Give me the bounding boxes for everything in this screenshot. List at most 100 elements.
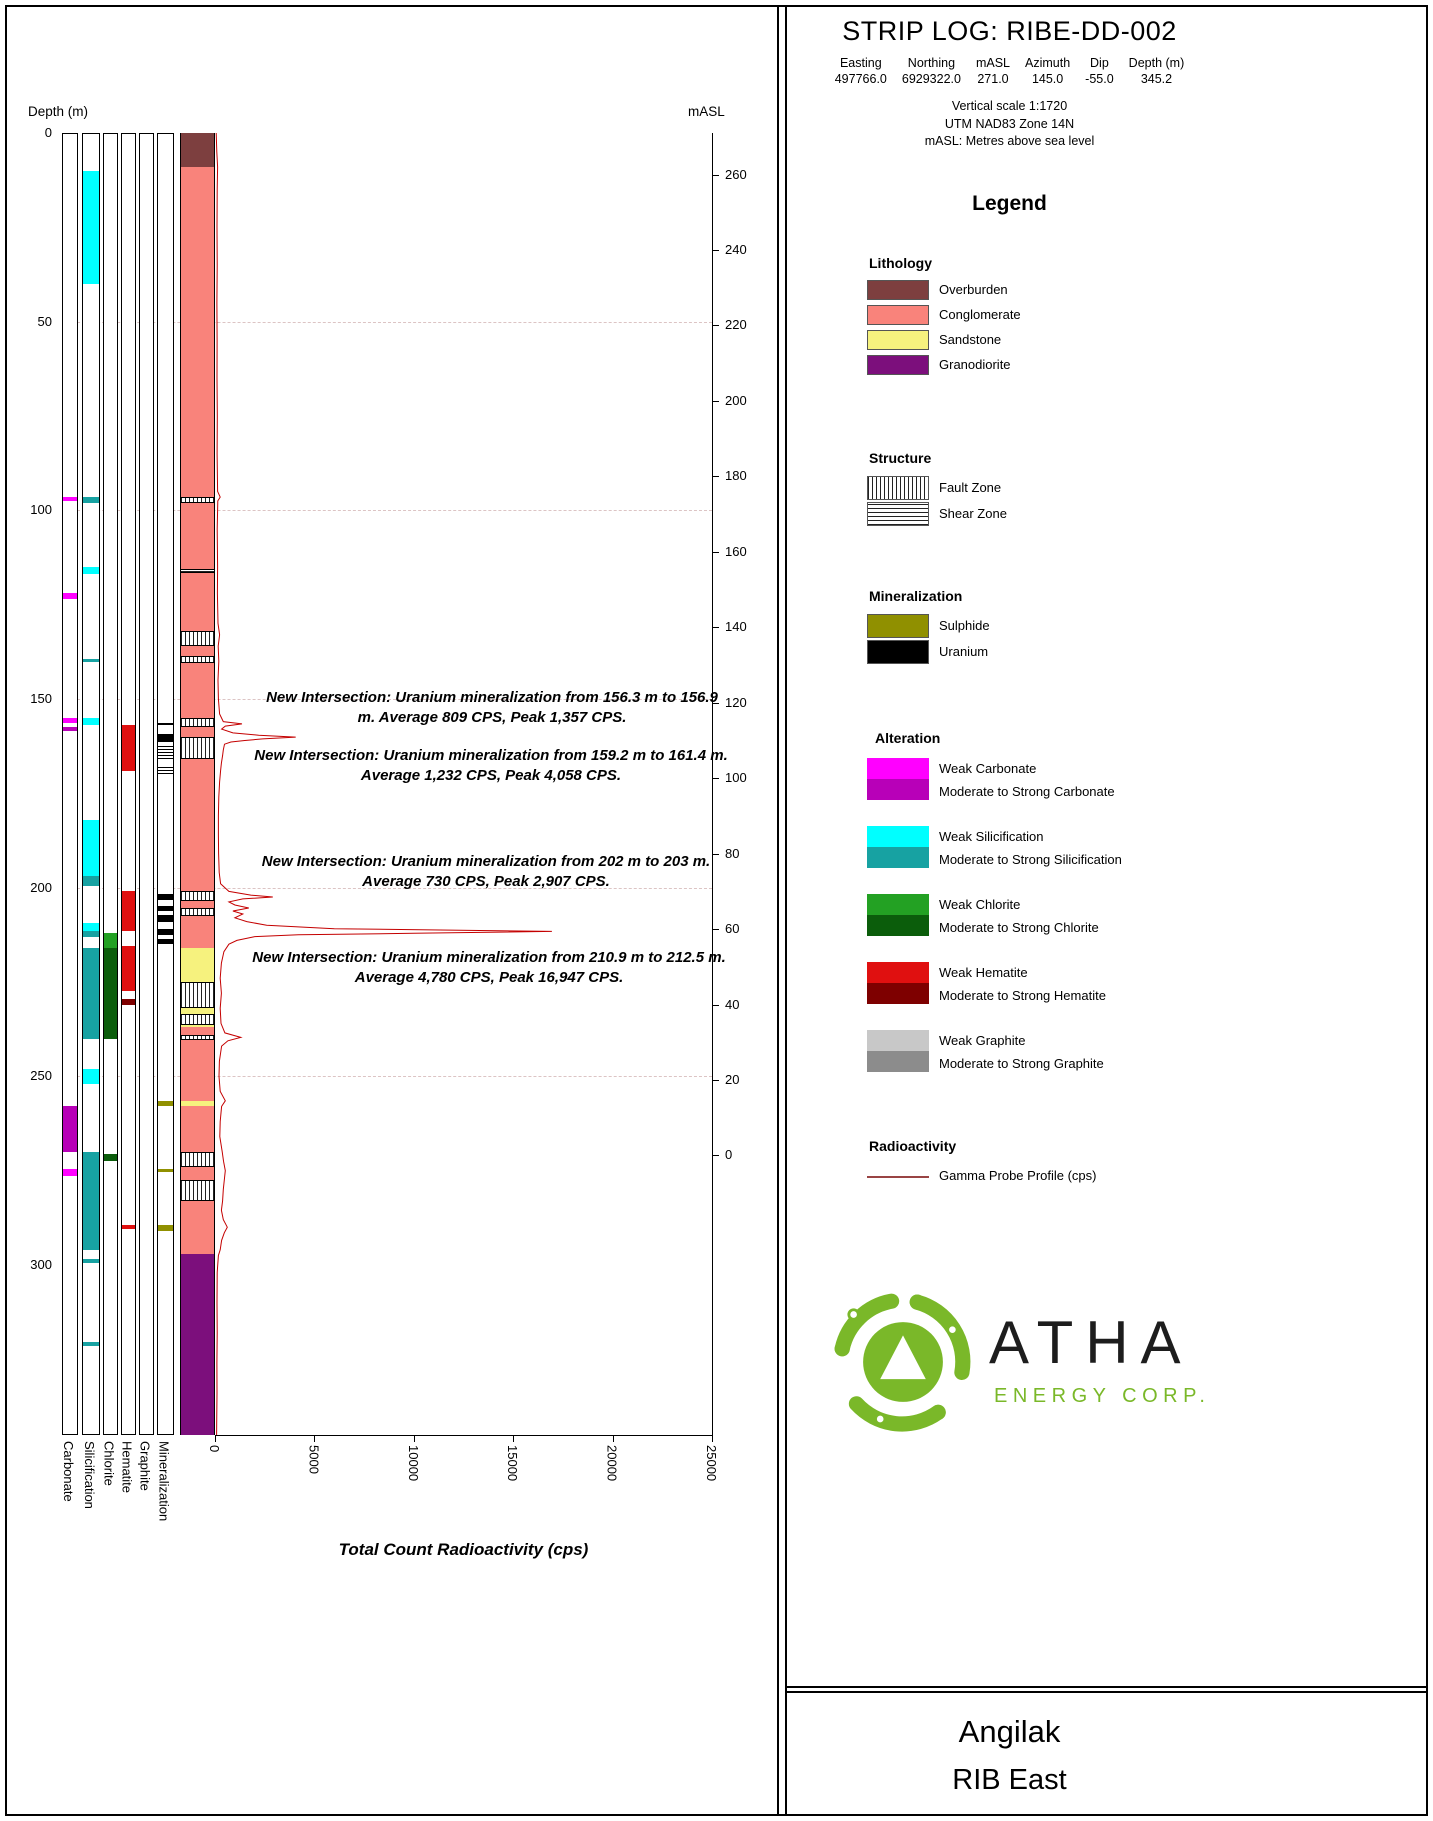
lith-interval-conglomerate [181,166,214,948]
atha-logo-icon [834,1293,971,1432]
radioactivity-label: Gamma Probe Profile (cps) [939,1168,1097,1183]
track-label-graphite: Graphite [137,1441,153,1492]
alteration-label-strong: Moderate to Strong Silicification [939,852,1122,867]
gamma-tick [413,1435,415,1443]
silicification-interval [83,923,99,931]
lithology-label: Granodiorite [939,357,1011,372]
structure-interval [181,908,214,916]
alteration-swatch-weak [867,894,929,915]
carbonate-interval [63,593,77,599]
mineralization-interval [158,766,173,775]
legend-section-title-mineralization: Mineralization [869,588,963,604]
lith-interval-conglomerate [181,1157,214,1254]
gamma-axis-title: Total Count Radioactivity (cps) [338,1540,589,1559]
project-area: RIB East [952,1764,1067,1796]
legend-section-title-lithology: Lithology [869,255,932,271]
silicification-interval [83,566,99,575]
hematite-interval [122,725,135,771]
structure-label: Fault Zone [939,480,1002,495]
gamma-tick [612,1435,614,1443]
hole-info-label: Azimuth [1025,56,1071,70]
masl-tick [712,778,719,780]
masl-tick-label: 120 [725,694,747,710]
structure-interval [181,497,214,503]
structure-interval [181,655,214,664]
structure-interval [181,736,214,760]
hole-info-field: Dip -55.0 [1085,56,1114,87]
hole-info-label: Northing [907,56,956,70]
depth-tick-label: 200 [30,879,52,895]
masl-tick-label: 40 [725,996,740,1012]
alteration-label-weak: Weak Silicification [939,829,1044,844]
alteration-swatch-strong [867,1051,929,1072]
masl-tick [712,1080,719,1082]
lithology-label: Overburden [939,282,1008,297]
hole-info-field: mASL 271.0 [976,56,1010,87]
masl-tick [712,929,719,931]
project-name: Angilak [958,1714,1061,1749]
silicification-interval [83,947,99,1039]
lithology-swatch [867,355,929,375]
masl-tick-label: 200 [725,392,747,408]
structure-swatch-fault [867,476,929,500]
strip-log-chart: Depth (m) mASL Total Count Radioactivity… [28,104,747,1559]
company-logo: ATHA ENERGY CORP. [827,1282,1257,1457]
alteration-swatch-weak [867,758,929,779]
depth-gridline [62,1076,712,1078]
scale-note: mASL: Metres above sea level [924,134,1095,148]
carbonate-interval [63,717,77,724]
structure-interval [181,981,214,1009]
depth-gridline [62,510,712,512]
silicification-interval [83,497,99,503]
track-label-hematite: Hematite [119,1441,135,1494]
radioactivity-line-swatch [867,1176,929,1178]
lith-interval-granodiorite [181,1253,214,1436]
depth-tick-label: 50 [37,313,52,329]
hole-info-label: Depth (m) [1128,56,1185,70]
logo-subtitle: ENERGY CORP. [994,1385,1211,1407]
hole-info-value: 497766.0 [834,71,887,86]
masl-tick [712,249,719,251]
carbonate-interval [63,727,77,731]
alteration-label-weak: Weak Hematite [939,965,1028,980]
silicification-interval [83,659,99,662]
track-column-hematite [121,133,136,1436]
depth-tick-label: 0 [44,125,52,140]
mineralization-interval [158,938,173,945]
hematite-interval [122,946,135,992]
scale-note: Vertical scale 1:1720 [951,99,1068,113]
track-label-silicification: Silicification [82,1441,97,1510]
lith-interval-overburden [181,133,214,167]
silicification-interval [83,1259,99,1263]
silicification-interval [83,819,99,877]
structure-interval [181,1013,214,1026]
structure-interval [181,568,214,573]
panel-divider [777,7,787,1814]
structure-label: Shear Zone [939,506,1007,521]
lithology-label: Sandstone [939,332,1002,347]
masl-tick-label: 160 [725,543,747,559]
hematite-interval [122,1225,135,1230]
depth-gridline [62,698,712,700]
gamma-tick-label: 15000 [505,1445,521,1482]
lithology-swatch [867,305,929,325]
masl-tick [712,702,719,704]
alteration-label-weak: Weak Graphite [939,1033,1026,1048]
masl-tick-label: 240 [725,241,747,257]
silicification-interval [83,1068,99,1084]
structure-swatch-shear [867,502,929,526]
track-column-mineralization [157,133,174,1436]
legend-section-title-radioactivity: Radioactivity [869,1138,957,1154]
silicification-interval [83,876,99,886]
masl-tick-label: 140 [725,619,747,635]
mineralization-interval [158,928,173,935]
masl-tick [712,400,719,402]
lithology-label: Conglomerate [939,307,1021,322]
carbonate-interval [63,497,77,501]
hole-info-value: -55.0 [1085,71,1114,86]
hole-info-field: Azimuth 145.0 [1025,56,1070,87]
masl-tick [712,1004,719,1006]
track-column-chlorite [103,133,118,1436]
carbonate-interval [63,1168,77,1177]
